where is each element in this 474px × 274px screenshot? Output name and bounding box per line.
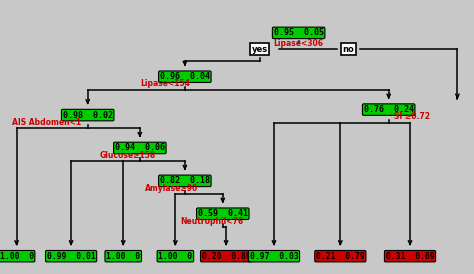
- Text: 1.00  0: 1.00 0: [158, 252, 192, 261]
- Text: 0.94  0.06: 0.94 0.06: [115, 144, 165, 152]
- Text: 0.21  0.79: 0.21 0.79: [316, 252, 365, 261]
- Text: Lipase<154: Lipase<154: [140, 79, 190, 88]
- Text: Glucose≥158: Glucose≥158: [100, 151, 156, 160]
- Text: 0.59  0.41: 0.59 0.41: [198, 209, 248, 218]
- Text: SI ≥0.72: SI ≥0.72: [394, 112, 430, 121]
- Text: 0.97  0.03: 0.97 0.03: [250, 252, 298, 261]
- Text: 0.95  0.05: 0.95 0.05: [273, 28, 324, 37]
- Text: 1.00  0: 1.00 0: [0, 252, 34, 261]
- Text: Lipase<306: Lipase<306: [273, 39, 324, 47]
- Text: 0.98  0.02: 0.98 0.02: [63, 111, 113, 119]
- Text: 0.96  0.04: 0.96 0.04: [160, 72, 210, 81]
- Text: 0.99  0.01: 0.99 0.01: [47, 252, 95, 261]
- Text: yes: yes: [252, 45, 268, 54]
- Text: 0.76  0.24: 0.76 0.24: [364, 105, 414, 114]
- Text: Amylase≥90: Amylase≥90: [145, 184, 198, 193]
- Text: Neutrophil<76: Neutrophil<76: [180, 217, 243, 226]
- Text: no: no: [343, 45, 354, 54]
- Text: AIS Abdomen<1: AIS Abdomen<1: [12, 118, 81, 127]
- Text: 0.31  0.69: 0.31 0.69: [386, 252, 434, 261]
- Text: 0.82  0.18: 0.82 0.18: [160, 176, 210, 185]
- Text: 1.00  0: 1.00 0: [106, 252, 140, 261]
- Text: 0.20  0.80: 0.20 0.80: [202, 252, 250, 261]
